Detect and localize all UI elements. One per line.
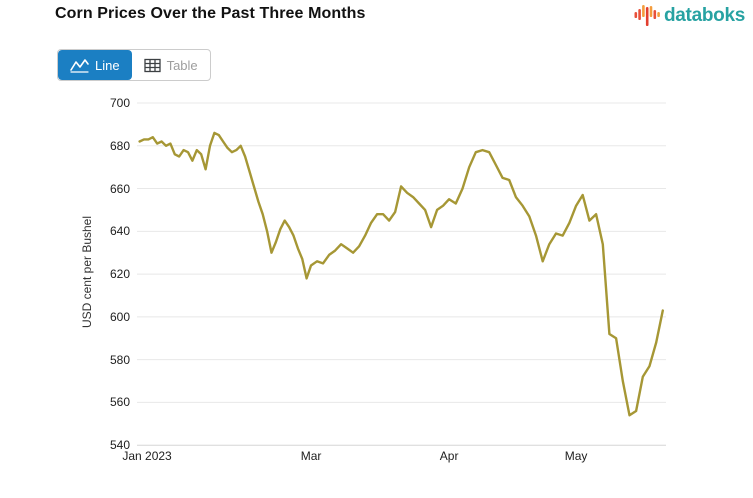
page-title: Corn Prices Over the Past Three Months: [55, 5, 366, 22]
y-tick-label: 620: [109, 267, 130, 282]
price-line: [138, 131, 664, 417]
view-toggle: Line Table: [57, 49, 211, 81]
line-view-label: Line: [95, 57, 120, 73]
x-tick-label: Jan 2023: [122, 449, 172, 463]
table-view-button[interactable]: Table: [132, 50, 210, 80]
y-tick-label: 540: [109, 438, 130, 453]
databoks-wordmark: databoks: [663, 4, 745, 26]
gridlines: [137, 102, 666, 446]
price-line-chart: [137, 102, 666, 446]
y-tick-label: 560: [109, 395, 130, 410]
table-icon: [143, 58, 161, 72]
line-chart-icon: [70, 58, 89, 73]
y-tick-label: 680: [109, 138, 130, 153]
databoks-logo: databoks: [634, 3, 745, 28]
databoks-bars-icon: [634, 5, 660, 26]
y-tick-label: 580: [109, 352, 130, 367]
x-tick-label: May: [564, 449, 588, 463]
y-tick-label: 600: [109, 309, 130, 324]
table-view-label: Table: [166, 57, 198, 73]
line-view-button[interactable]: Line: [58, 50, 132, 80]
x-tick-label: Apr: [439, 449, 459, 463]
y-tick-label: 700: [109, 96, 130, 110]
x-tick-label: Mar: [300, 449, 322, 463]
y-tick-label: 660: [109, 181, 130, 196]
y-tick-label: 640: [109, 224, 130, 239]
